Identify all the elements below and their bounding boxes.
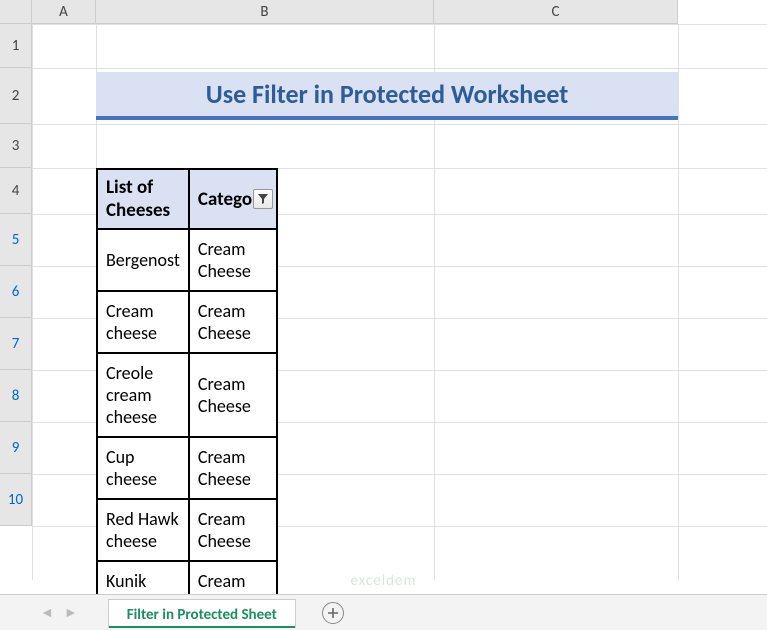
filter-active-icon[interactable]: [253, 189, 273, 209]
table-row: Creole cream cheeseCream Cheese: [97, 353, 277, 437]
sheet-tab-active[interactable]: Filter in Protected Sheet: [108, 599, 296, 628]
row-header-1[interactable]: 1: [0, 24, 32, 68]
row-header-4[interactable]: 4: [0, 168, 32, 214]
table-header-1[interactable]: Category: [189, 169, 277, 229]
row-header-10[interactable]: 10: [0, 474, 32, 526]
table-cell[interactable]: Creole cream cheese: [97, 353, 189, 437]
row-header-7[interactable]: 7: [0, 318, 32, 370]
row-header-9[interactable]: 9: [0, 422, 32, 474]
row-header-5[interactable]: 5: [0, 214, 32, 266]
table-cell[interactable]: Cream Cheese: [189, 437, 277, 499]
column-headers: ABC: [32, 0, 678, 24]
row-header-6[interactable]: 6: [0, 266, 32, 318]
row-header-2[interactable]: 2: [0, 68, 32, 124]
table-cell[interactable]: Cream Cheese: [189, 229, 277, 291]
watermark: exceldem: [351, 572, 417, 590]
row-headers: 12345678910: [0, 24, 32, 526]
table-cell[interactable]: Cream cheese: [97, 291, 189, 353]
select-all-corner[interactable]: [0, 0, 32, 24]
column-header-c[interactable]: C: [434, 0, 678, 24]
add-sheet-button[interactable]: [322, 602, 344, 624]
table-cell[interactable]: Bergenost: [97, 229, 189, 291]
tab-prev-icon[interactable]: ◄: [40, 604, 54, 621]
page-title: Use Filter in Protected Worksheet: [96, 72, 678, 120]
table-cell[interactable]: Red Hawk cheese: [97, 499, 189, 561]
tab-next-icon[interactable]: ►: [64, 604, 78, 621]
column-header-a[interactable]: A: [32, 0, 96, 24]
row-header-3[interactable]: 3: [0, 124, 32, 168]
table-row: Cup cheeseCream Cheese: [97, 437, 277, 499]
table-row: BergenostCream Cheese: [97, 229, 277, 291]
table-cell[interactable]: Cream Cheese: [189, 291, 277, 353]
table-row: Red Hawk cheeseCream Cheese: [97, 499, 277, 561]
table-header-0[interactable]: List of Cheeses: [97, 169, 189, 229]
column-header-b[interactable]: B: [96, 0, 434, 24]
title-merged-cell: Use Filter in Protected Worksheet: [96, 68, 678, 124]
table-row: Cream cheeseCream Cheese: [97, 291, 277, 353]
sheet-tab-bar: ◄ ► Filter in Protected Sheet: [0, 594, 767, 630]
table-cell[interactable]: Cream Cheese: [189, 353, 277, 437]
table-cell[interactable]: Cream Cheese: [189, 499, 277, 561]
cheese-table: List of CheesesCategory BergenostCream C…: [96, 168, 278, 624]
tab-nav-arrows[interactable]: ◄ ►: [40, 604, 78, 621]
row-header-8[interactable]: 8: [0, 370, 32, 422]
plus-icon: [326, 606, 340, 620]
table-cell[interactable]: Cup cheese: [97, 437, 189, 499]
